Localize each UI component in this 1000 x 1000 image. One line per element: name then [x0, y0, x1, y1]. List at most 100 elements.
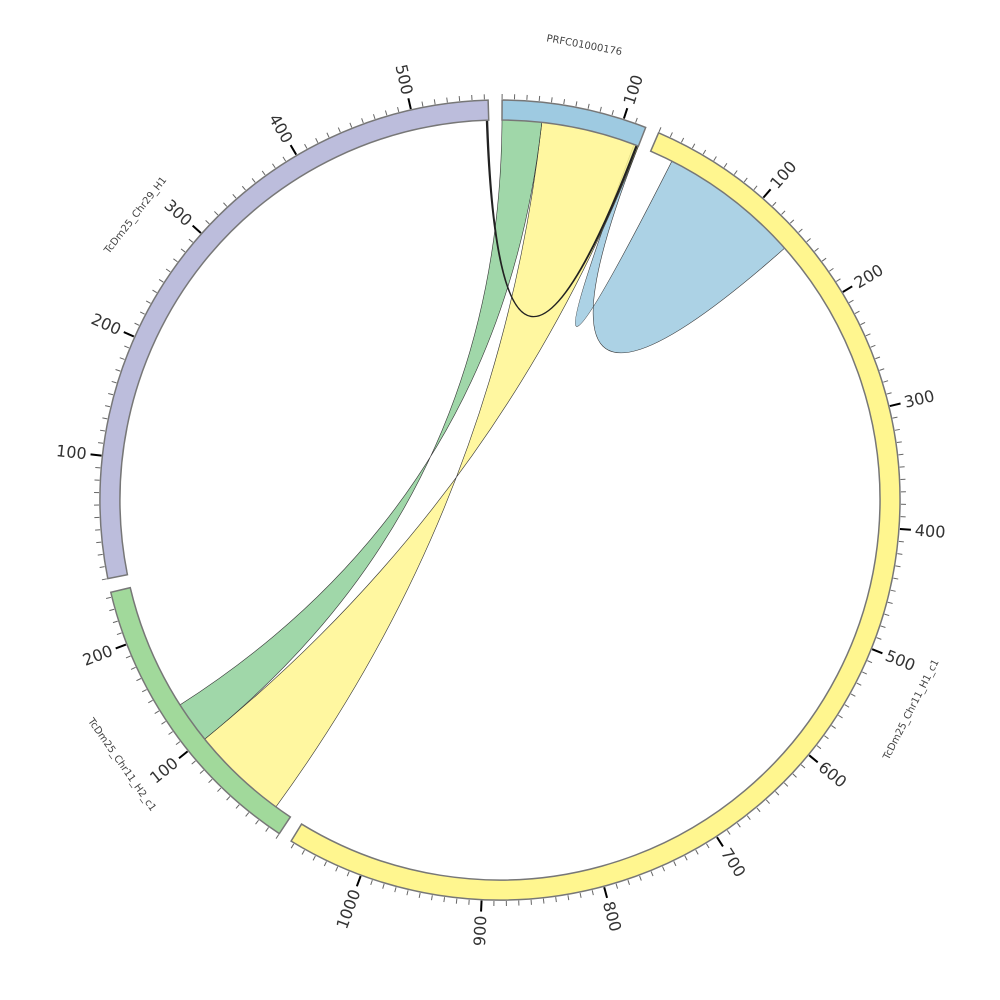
minor-tick: [458, 96, 461, 102]
minor-tick: [251, 178, 256, 183]
link-blue-green: [204, 121, 639, 808]
minor-tick: [884, 613, 890, 617]
minor-tick: [304, 143, 308, 149]
minor-tick: [639, 875, 642, 881]
minor-tick: [865, 333, 871, 337]
segment-purple[interactable]: [99, 99, 490, 580]
major-tick: [123, 331, 135, 338]
minor-tick: [99, 566, 105, 568]
minor-tick: [783, 782, 789, 787]
minor-tick: [141, 689, 147, 693]
major-tick: [889, 402, 901, 408]
major-tick: [407, 98, 412, 110]
minor-tick: [223, 202, 228, 207]
minor-tick: [875, 356, 881, 360]
minor-tick: [443, 897, 446, 903]
minor-tick: [430, 895, 433, 901]
minor-tick: [130, 666, 136, 670]
minor-tick: [599, 106, 602, 112]
minor-tick: [563, 99, 566, 105]
minor-tick: [214, 211, 219, 216]
minor-tick: [116, 632, 122, 636]
minor-tick: [883, 380, 889, 383]
minor-tick: [161, 720, 166, 725]
minor-tick: [848, 299, 854, 304]
minor-tick: [824, 735, 829, 740]
segment-yellow[interactable]: [290, 131, 901, 901]
tick-label: 600: [815, 758, 851, 792]
minor-tick: [831, 725, 836, 729]
minor-tick: [746, 815, 751, 820]
minor-tick: [139, 311, 145, 315]
minor-tick: [335, 866, 339, 872]
minor-tick: [199, 769, 205, 774]
tick-label: 500: [883, 646, 918, 675]
major-tick: [480, 900, 483, 912]
minor-tick: [455, 898, 458, 904]
minor-tick: [702, 149, 707, 155]
segment-label-blue: PRFC01000176: [546, 33, 623, 58]
segment-label-green: TcDm25_Chr11_H2_c1: [85, 716, 158, 814]
minor-tick: [867, 660, 873, 664]
minor-tick: [208, 778, 213, 784]
minor-tick: [860, 321, 866, 326]
minor-tick: [372, 114, 376, 120]
major-tick: [842, 285, 853, 293]
segment-blue[interactable]: [501, 99, 647, 148]
minor-tick: [382, 883, 385, 889]
minor-tick: [542, 898, 545, 904]
minor-tick: [312, 855, 316, 861]
minor-tick: [406, 890, 409, 896]
tick-label: 100: [766, 157, 800, 193]
major-tick: [622, 107, 629, 119]
minor-tick: [898, 453, 904, 456]
minor-tick: [290, 843, 295, 849]
minor-tick: [567, 895, 570, 901]
minor-tick: [418, 892, 421, 898]
minor-tick: [112, 620, 118, 624]
minor-tick: [669, 132, 673, 138]
minor-tick: [433, 99, 436, 105]
minor-tick: [835, 278, 841, 282]
minor-tick: [446, 97, 448, 103]
minor-tick: [265, 827, 269, 832]
minor-tick: [723, 163, 728, 168]
tick-label: 100: [146, 753, 182, 787]
minor-tick: [136, 678, 142, 682]
minor-tick: [158, 279, 164, 283]
major-tick: [716, 836, 724, 848]
minor-tick: [876, 637, 882, 640]
minor-tick: [226, 796, 231, 801]
minor-tick: [102, 417, 108, 420]
minor-tick: [892, 416, 898, 419]
minor-tick: [235, 804, 240, 809]
minor-tick: [106, 596, 112, 600]
tick-label: 900: [470, 915, 490, 946]
minor-tick: [555, 897, 557, 903]
minor-tick: [658, 127, 662, 133]
segment-green[interactable]: [109, 586, 292, 835]
minor-tick: [337, 127, 341, 133]
minor-tick: [99, 429, 106, 432]
major-tick: [289, 144, 298, 156]
minor-tick: [191, 760, 196, 765]
minor-tick: [897, 553, 903, 555]
minor-tick: [255, 819, 259, 825]
minor-tick: [886, 392, 892, 395]
minor-tick: [870, 344, 876, 348]
minor-tick: [680, 137, 685, 143]
minor-tick: [124, 345, 130, 349]
minor-tick: [814, 247, 819, 252]
tick-label: 700: [717, 845, 750, 881]
minor-tick: [421, 101, 424, 107]
tick-label: 200: [851, 260, 887, 292]
minor-tick: [145, 300, 151, 304]
tick-label: 400: [914, 521, 946, 542]
minor-tick: [627, 879, 630, 885]
minor-tick: [232, 194, 237, 199]
minor-tick: [895, 565, 901, 568]
tick-label: 200: [88, 309, 124, 339]
minor-tick: [370, 879, 373, 886]
minor-tick: [301, 849, 305, 855]
